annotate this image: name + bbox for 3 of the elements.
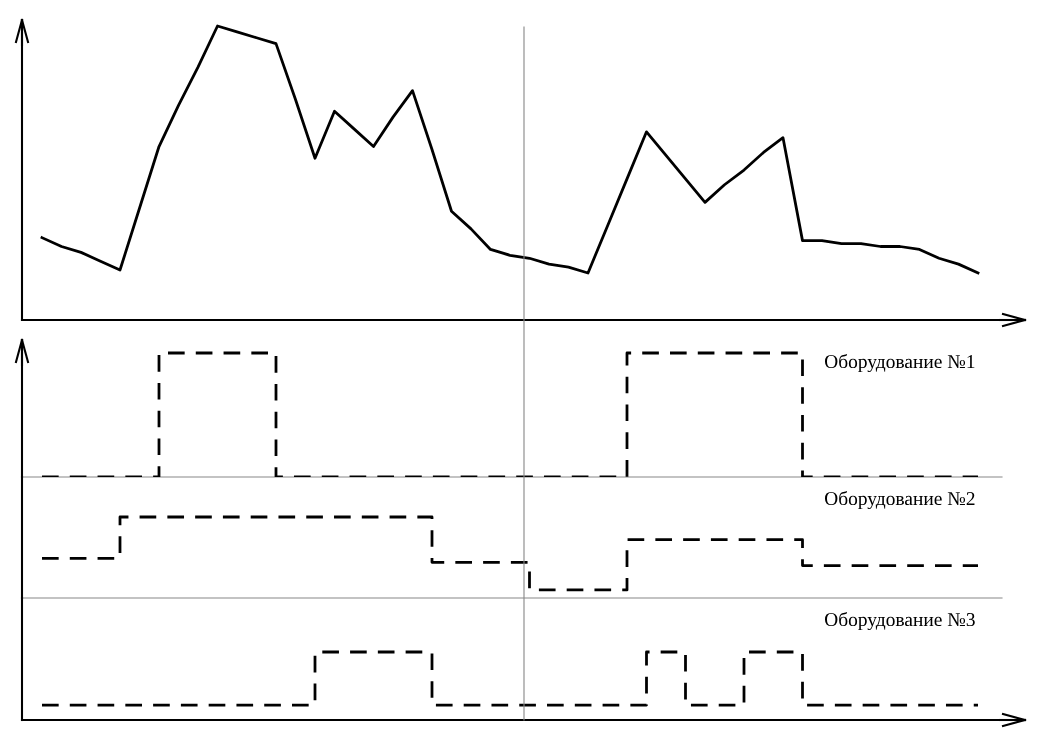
series-label: Оборудование №2 xyxy=(824,491,975,510)
series-label: Оборудование №1 xyxy=(824,354,975,373)
series-label: Оборудование №3 xyxy=(824,612,975,631)
